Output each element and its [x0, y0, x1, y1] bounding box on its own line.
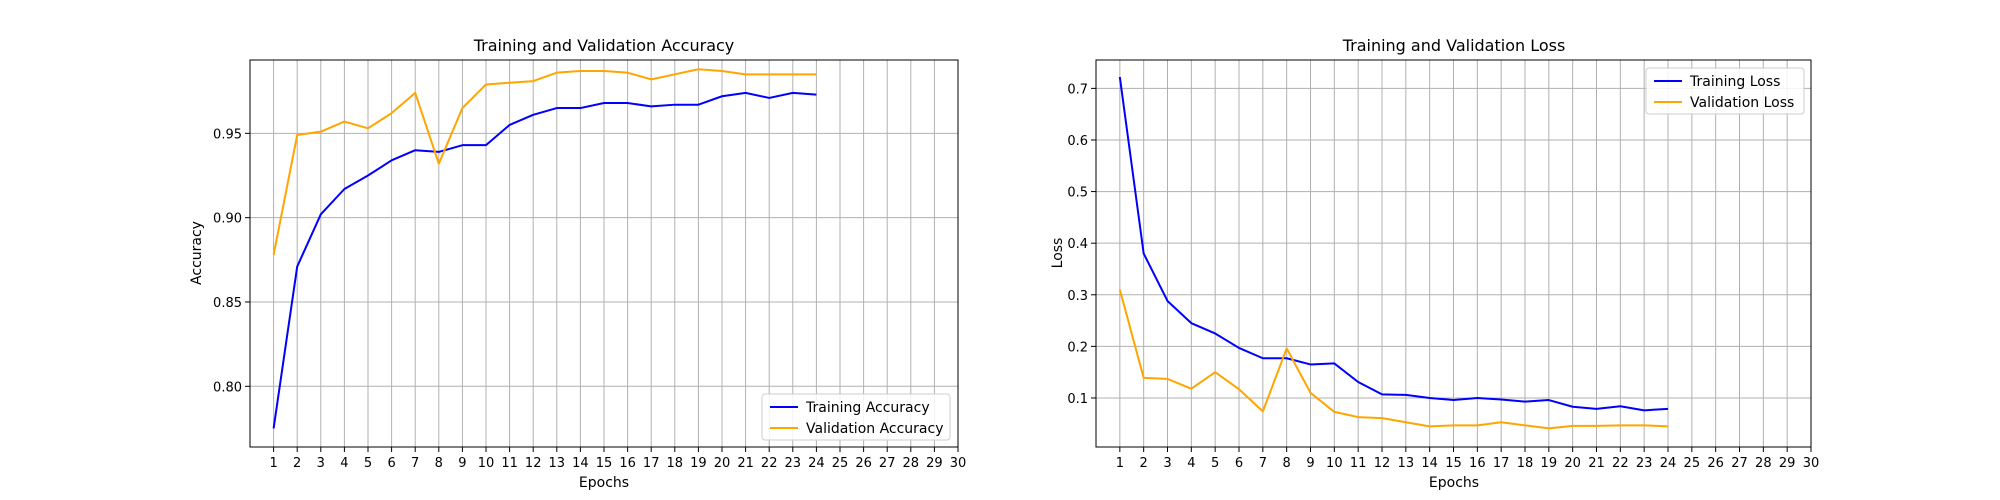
accuracy-x-tick-label: 2 — [293, 456, 301, 471]
loss-y-tick-label: 0.3 — [1067, 289, 1088, 304]
accuracy-x-tick-label: 8 — [435, 456, 443, 471]
loss-x-tick-label: 10 — [1326, 456, 1343, 471]
loss-x-tick-label: 30 — [1803, 456, 1820, 471]
accuracy-x-tick-label: 29 — [926, 456, 943, 471]
loss-x-tick-label: 14 — [1421, 456, 1438, 471]
accuracy-y-tick-label: 0.90 — [213, 212, 242, 227]
loss-y-tick-label: 0.6 — [1067, 134, 1088, 149]
accuracy-chart-title: Training and Validation Accuracy — [473, 36, 735, 55]
loss-x-tick-label: 28 — [1755, 456, 1772, 471]
accuracy-legend-label: Validation Accuracy — [806, 421, 944, 437]
loss-x-tick-label: 8 — [1283, 456, 1291, 471]
accuracy-series-line-training — [272, 91, 817, 429]
accuracy-legend: Training Accuracy Validation Accuracy — [761, 393, 951, 441]
loss-x-tick-label: 27 — [1731, 456, 1748, 471]
accuracy-legend-label: Training Accuracy — [805, 400, 930, 416]
accuracy-x-tick-label: 16 — [619, 456, 636, 471]
accuracy-x-tick-label: 9 — [458, 456, 466, 471]
loss-y-tick-label: 0.5 — [1067, 186, 1088, 201]
loss-x-tick-label: 23 — [1636, 456, 1653, 471]
loss-x-tick-label: 4 — [1187, 456, 1195, 471]
loss-legend-label: Training Loss — [1689, 74, 1780, 90]
accuracy-legend-box — [761, 393, 951, 441]
accuracy-x-tick-label: 13 — [549, 456, 566, 471]
loss-legend-label: Validation Loss — [1690, 95, 1794, 111]
loss-chart-title: Training and Validation Loss — [1342, 36, 1566, 55]
accuracy-x-tick-label: 23 — [785, 456, 802, 471]
loss-legend: Training Loss Validation Loss — [1645, 67, 1805, 115]
loss-x-tick-label: 18 — [1517, 456, 1534, 471]
accuracy-x-tick-label: 20 — [714, 456, 731, 471]
accuracy-x-tick-label: 5 — [364, 456, 372, 471]
loss-grid — [1096, 60, 1812, 447]
loss-x-tick-label: 17 — [1493, 456, 1510, 471]
loss-x-tick-label: 24 — [1660, 456, 1677, 471]
accuracy-y-tick-label: 0.80 — [213, 380, 242, 395]
accuracy-x-tick-label: 12 — [525, 456, 542, 471]
loss-y-tick-label: 0.7 — [1067, 82, 1088, 97]
loss-x-tick-label: 2 — [1140, 456, 1148, 471]
loss-x-tick-label: 6 — [1235, 456, 1243, 471]
loss-x-tick-label: 7 — [1259, 456, 1267, 471]
loss-legend-box — [1645, 67, 1805, 115]
accuracy-x-tick-label: 11 — [501, 456, 518, 471]
accuracy-x-tick-label: 17 — [643, 456, 660, 471]
accuracy-x-tick-label: 18 — [667, 456, 684, 471]
loss-y-tick-label: 0.1 — [1067, 392, 1088, 407]
loss-x-tick-label: 29 — [1779, 456, 1796, 471]
loss-chart-ylabel: Loss — [1050, 238, 1066, 269]
accuracy-x-tick-label: 30 — [950, 456, 967, 471]
loss-x-tick-label: 15 — [1445, 456, 1462, 471]
accuracy-x-tick-label: 28 — [903, 456, 920, 471]
accuracy-x-tick-label: 25 — [832, 456, 849, 471]
loss-chart: Training and Validation Loss Epochs Loss… — [1050, 36, 1819, 491]
accuracy-x-tick-label: 6 — [387, 456, 395, 471]
accuracy-x-tick-label: 7 — [411, 456, 419, 471]
accuracy-x-tick-label: 15 — [596, 456, 613, 471]
accuracy-y-tick-label: 0.85 — [213, 296, 242, 311]
accuracy-x-tick-label: 4 — [340, 456, 348, 471]
accuracy-chart: Training and Validation Accuracy Epochs … — [189, 36, 966, 491]
loss-x-tick-label: 1 — [1116, 456, 1124, 471]
loss-x-tick-label: 20 — [1564, 456, 1581, 471]
accuracy-chart-ylabel: Accuracy — [189, 221, 205, 285]
loss-series-line-validation — [1118, 289, 1669, 430]
loss-x-tick-label: 22 — [1612, 456, 1629, 471]
accuracy-x-tick-label: 10 — [478, 456, 495, 471]
loss-x-tick-label: 26 — [1707, 456, 1724, 471]
accuracy-x-tick-label: 22 — [761, 456, 778, 471]
accuracy-x-tick-label: 3 — [317, 456, 325, 471]
loss-y-tick-label: 0.2 — [1067, 340, 1088, 355]
loss-x-tick-label: 21 — [1588, 456, 1605, 471]
accuracy-x-tick-label: 1 — [269, 456, 277, 471]
accuracy-series-line-validation — [272, 68, 817, 255]
accuracy-x-tick-label: 24 — [808, 456, 825, 471]
loss-series-line-training — [1118, 76, 1669, 412]
loss-x-tick-label: 25 — [1684, 456, 1701, 471]
accuracy-x-tick-label: 26 — [855, 456, 872, 471]
accuracy-x-tick-label: 14 — [572, 456, 589, 471]
accuracy-x-tick-label: 19 — [690, 456, 707, 471]
accuracy-y-tick-label: 0.95 — [213, 127, 242, 142]
loss-x-tick-label: 9 — [1306, 456, 1314, 471]
loss-y-tick-label: 0.4 — [1067, 237, 1088, 252]
loss-x-tick-label: 19 — [1541, 456, 1558, 471]
loss-x-tick-label: 16 — [1469, 456, 1486, 471]
loss-chart-xlabel: Epochs — [1429, 475, 1479, 491]
loss-x-tick-label: 11 — [1350, 456, 1367, 471]
accuracy-x-tick-label: 21 — [737, 456, 754, 471]
loss-x-tick-label: 5 — [1211, 456, 1219, 471]
loss-x-tick-label: 3 — [1163, 456, 1171, 471]
accuracy-x-tick-label: 27 — [879, 456, 896, 471]
accuracy-chart-xlabel: Epochs — [579, 475, 629, 491]
loss-x-tick-label: 13 — [1398, 456, 1415, 471]
loss-x-tick-label: 12 — [1374, 456, 1391, 471]
